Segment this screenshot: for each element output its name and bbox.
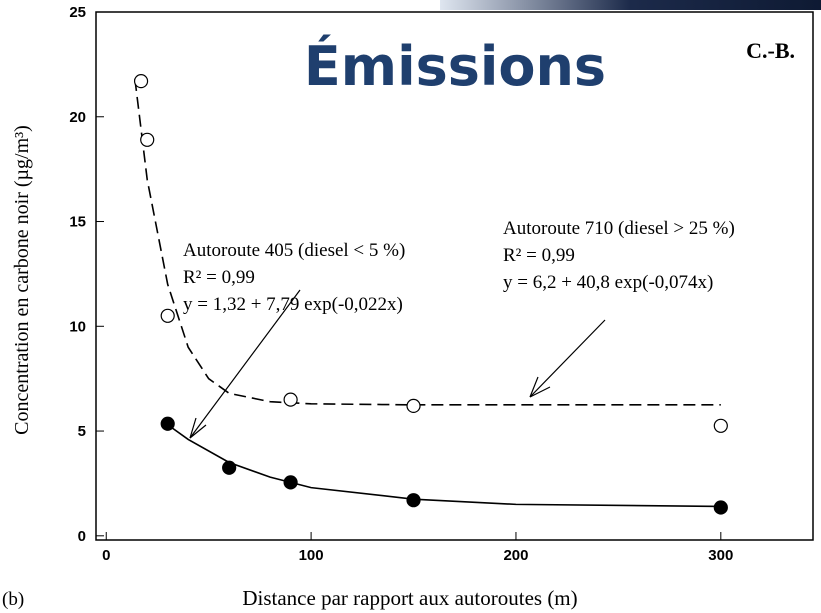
- banner: [440, 0, 821, 10]
- fit-curve: [134, 78, 721, 406]
- y-tick-label: 15: [69, 214, 86, 231]
- y-tick-label: 25: [69, 4, 86, 21]
- x-tick-label: 200: [503, 547, 528, 564]
- y-tick-label: 10: [69, 318, 86, 335]
- data-point: [713, 418, 728, 433]
- y-tick-label: 5: [78, 423, 86, 440]
- data-point: [160, 308, 175, 323]
- data-point: [406, 493, 421, 508]
- y-label: Concentration en carbone noir (µg/m³): [11, 125, 33, 435]
- x-tick-label: 100: [299, 547, 324, 564]
- x-label: Distance par rapport aux autoroutes (m): [242, 586, 577, 610]
- data-point: [283, 475, 298, 490]
- annotation: Autoroute 405 (diesel < 5 %): [183, 240, 405, 261]
- data-point: [133, 74, 149, 89]
- data-point: [160, 416, 175, 431]
- annotation: Autoroute 710 (diesel > 25 %): [503, 218, 735, 239]
- x-tick-label: 300: [708, 547, 733, 564]
- arrow-head: [189, 417, 207, 439]
- data-point: [283, 392, 298, 407]
- annotation: y = 1,32 + 7,79 exp(-0,022x): [183, 294, 403, 315]
- data-point: [222, 460, 237, 475]
- panel-label: (b): [2, 589, 24, 610]
- y-tick-label: 0: [78, 528, 86, 545]
- corner-label: C.-B.: [746, 38, 795, 63]
- plot-frame: [95, 11, 814, 541]
- arrow: [529, 319, 606, 398]
- annotation: R² = 0,99: [183, 267, 255, 288]
- data-point: [713, 500, 728, 515]
- data-point: [140, 132, 155, 147]
- arrow-head: [529, 376, 551, 398]
- annotation: R² = 0,99: [503, 245, 575, 266]
- title: Émissions: [304, 35, 606, 98]
- y-tick-label: 20: [69, 109, 86, 126]
- x-tick-label: 0: [102, 547, 110, 564]
- fit-curve: [167, 424, 721, 508]
- data-point: [406, 398, 421, 414]
- annotation: y = 6,2 + 40,8 exp(-0,074x): [503, 272, 713, 293]
- arrow: [189, 289, 301, 439]
